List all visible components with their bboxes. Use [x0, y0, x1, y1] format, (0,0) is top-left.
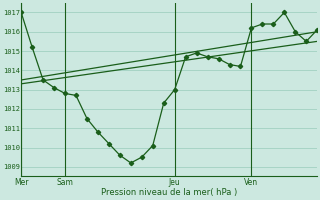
X-axis label: Pression niveau de la mer( hPa ): Pression niveau de la mer( hPa ): [101, 188, 237, 197]
